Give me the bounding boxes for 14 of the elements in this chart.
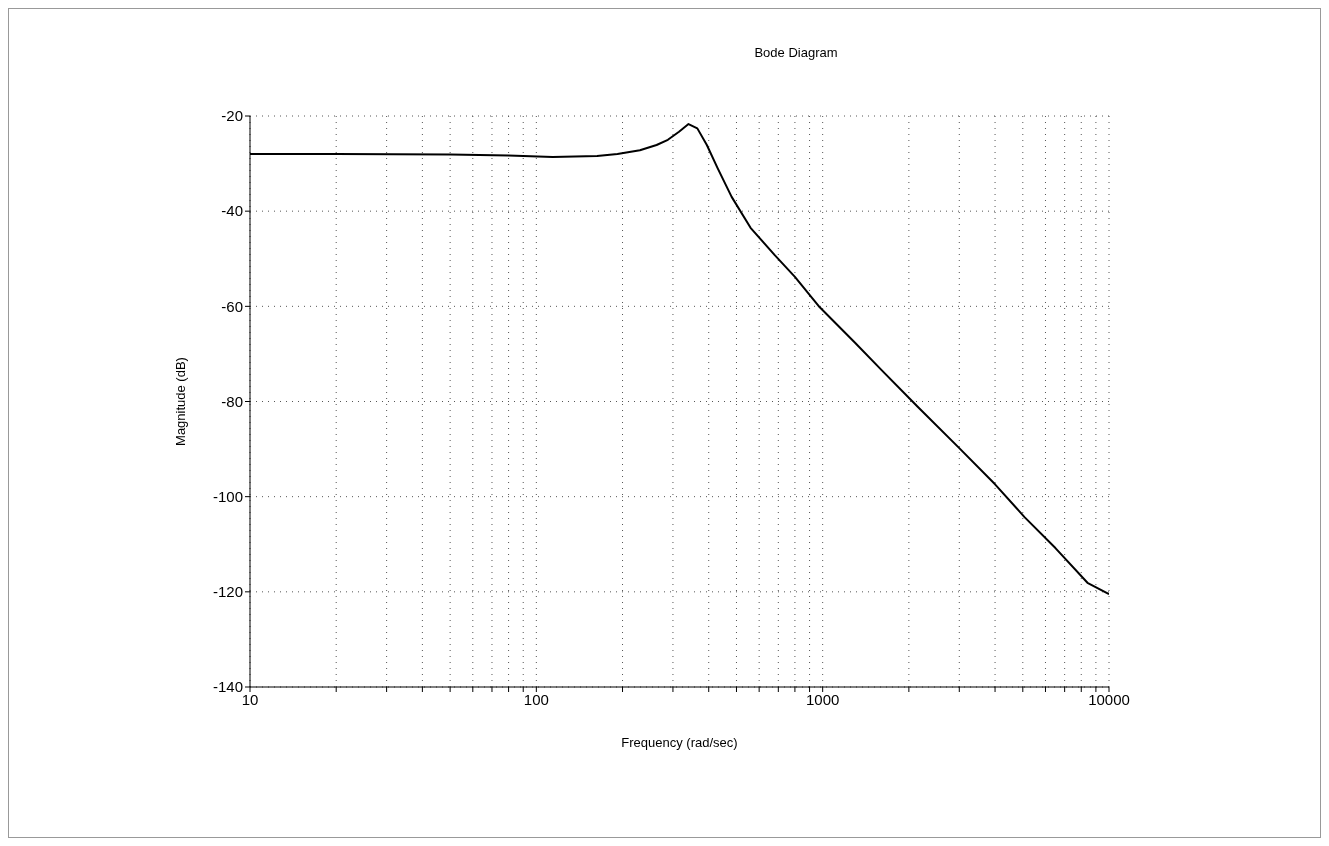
y-axis-title: Magnitude (dB) [172, 357, 188, 446]
y-tick-label: -140 [212, 678, 243, 696]
y-tick-label: -100 [212, 487, 243, 505]
y-tick-label: -40 [221, 202, 243, 220]
y-tick-label: -80 [221, 392, 243, 410]
x-axis-title: Frequency (rad/sec) [621, 735, 738, 750]
x-tick-label: 1000 [805, 690, 840, 708]
y-tick-label: -120 [212, 583, 243, 601]
x-tick-label: 10 [241, 690, 259, 708]
x-tick-label: 100 [523, 690, 549, 708]
y-tick-label: -60 [221, 297, 243, 315]
y-tick-label: -20 [221, 107, 243, 125]
chart-title: Bode Diagram [753, 45, 839, 60]
x-tick-label: 10000 [1088, 690, 1130, 708]
